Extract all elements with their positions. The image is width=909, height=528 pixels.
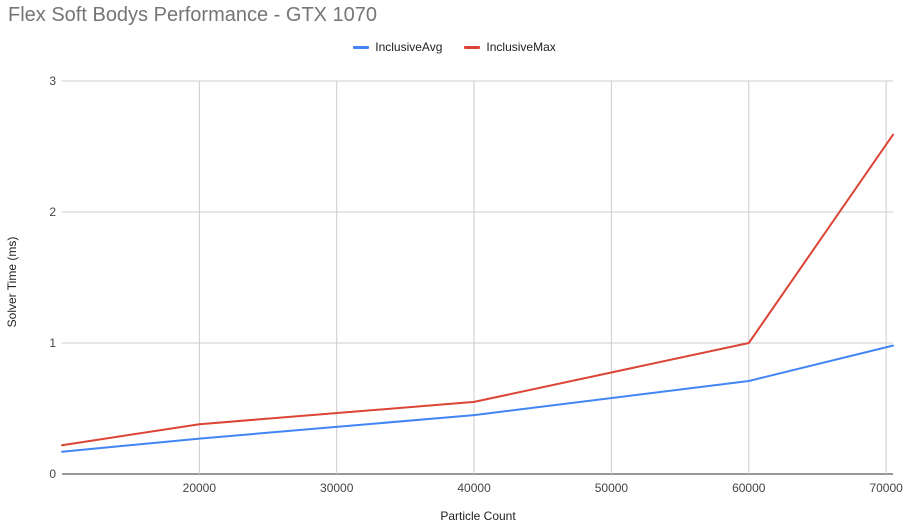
- legend-item-inclusivemax[interactable]: InclusiveMax: [464, 40, 556, 54]
- y-axis-title: Solver Time (ms): [5, 237, 19, 328]
- legend-item-inclusiveavg[interactable]: InclusiveAvg: [353, 40, 442, 54]
- legend-swatch-inclusiveavg: [353, 45, 370, 49]
- x-tick-label: 40000: [457, 481, 491, 495]
- x-axis-title: Particle Count: [440, 509, 516, 523]
- legend-label-inclusiveavg: InclusiveAvg: [375, 40, 443, 54]
- series-line-inclusivemax: [61, 133, 894, 447]
- legend-swatch-inclusivemax: [464, 45, 481, 49]
- x-tick-label: 60000: [732, 481, 766, 495]
- x-tick-label: 70000: [869, 481, 903, 495]
- x-tick-label: 50000: [595, 481, 629, 495]
- x-tick-label: 30000: [320, 481, 354, 495]
- series-line-inclusiveavg: [61, 344, 894, 453]
- legend-label-inclusivemax: InclusiveMax: [486, 40, 556, 54]
- y-tick-label: 1: [49, 336, 56, 350]
- y-tick-label: 3: [49, 74, 56, 88]
- y-tick-label: 2: [49, 205, 56, 219]
- chart-legend: InclusiveAvg InclusiveMax: [0, 40, 909, 54]
- chart-title: Flex Soft Bodys Performance - GTX 1070: [8, 4, 378, 26]
- x-tick-label: 20000: [183, 481, 217, 495]
- y-tick-label: 0: [49, 467, 56, 481]
